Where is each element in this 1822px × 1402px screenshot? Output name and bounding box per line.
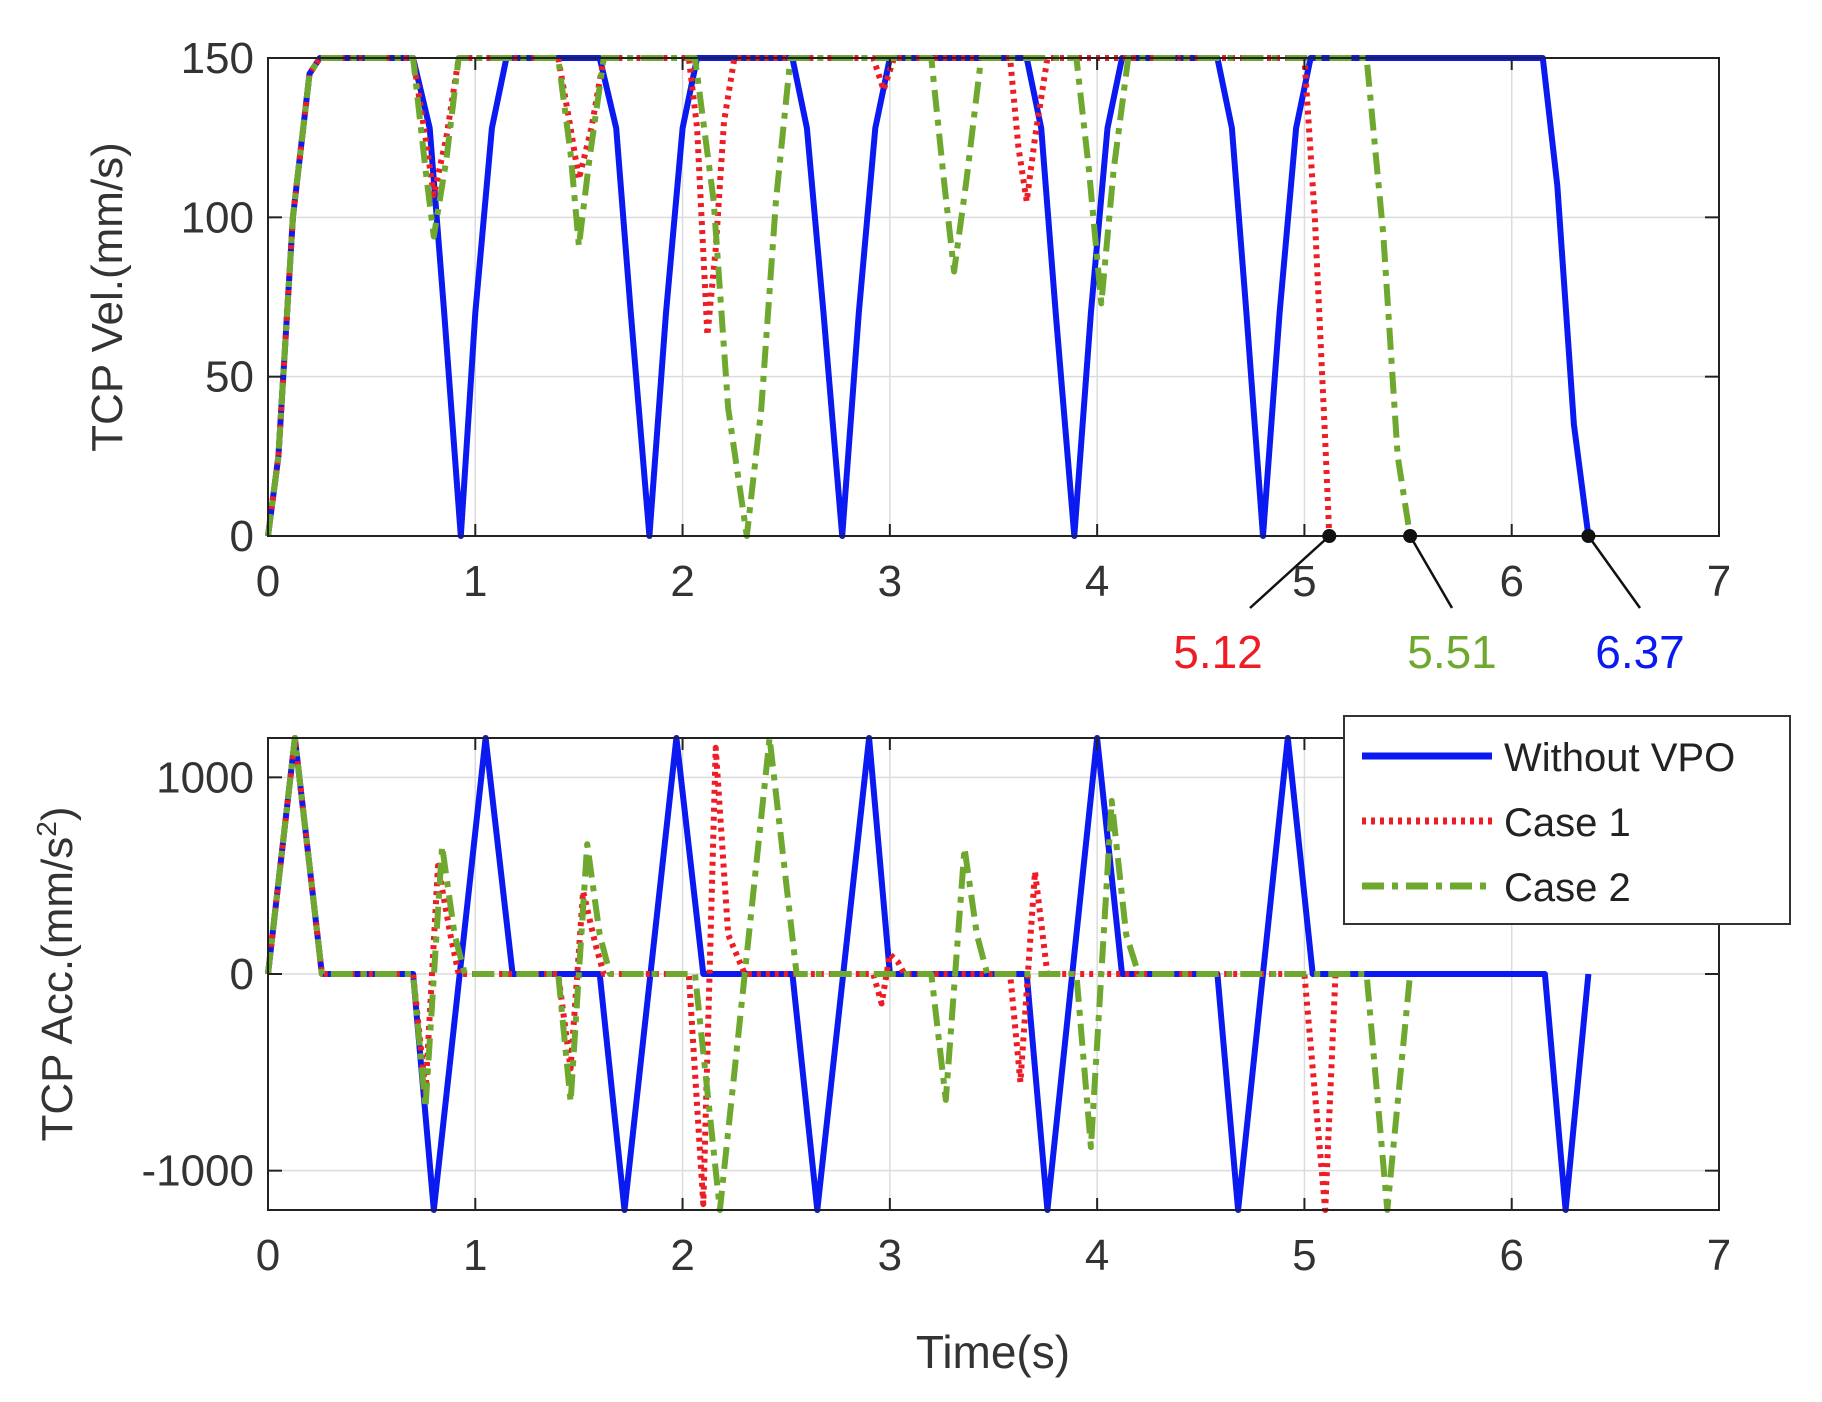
acceleration-series-case-1	[265, 735, 1339, 1213]
velocity-y-tick-label: 50	[205, 353, 254, 402]
end-time-annotations: 5.12 5.51 6.37	[1173, 529, 1685, 678]
acceleration-series-case-2	[265, 735, 1414, 1213]
velocity-x-tick-label: 1	[463, 557, 487, 606]
velocity-x-tick-label: 5	[1292, 557, 1316, 606]
velocity-x-tick-label: 7	[1707, 557, 1731, 606]
velocity-x-tick-label: 4	[1085, 557, 1109, 606]
annotation-leader-line	[1249, 535, 1331, 609]
legend: Without VPO Case 1 Case 2	[1343, 715, 1791, 925]
velocity-plot-area	[268, 58, 1719, 536]
annotation-endpoint-marker	[1403, 529, 1418, 543]
acceleration-y-ticks: -1000 0 1000	[141, 753, 1719, 1196]
acceleration-series	[265, 735, 1592, 1213]
acceleration-x-tick-label: 6	[1499, 1231, 1523, 1280]
legend-label-without-vpo: Without VPO	[1504, 736, 1735, 780]
annotation-endpoint-marker	[1581, 529, 1596, 543]
acceleration-x-tick-label: 4	[1085, 1231, 1109, 1280]
acceleration-x-tick-label: 0	[256, 1231, 280, 1280]
velocity-x-tick-label: 2	[670, 557, 694, 606]
acceleration-x-tick-label: 5	[1292, 1231, 1316, 1280]
acceleration-y-axis-label: TCP Acc.(mm/s2)	[31, 807, 82, 1142]
annotation-leader-line	[1587, 535, 1642, 609]
velocity-y-tick-label: 100	[181, 193, 254, 242]
velocity-x-tick-label: 6	[1499, 557, 1523, 606]
velocity-y-tick-label: 0	[230, 512, 254, 561]
acceleration-x-tick-label: 2	[670, 1231, 694, 1280]
acceleration-y-tick-label: 1000	[156, 753, 254, 802]
velocity-x-tick-label: 3	[878, 557, 902, 606]
legend-label-case2: Case 2	[1504, 866, 1631, 910]
velocity-series	[265, 55, 1592, 539]
velocity-series-case-2	[265, 55, 1414, 539]
velocity-x-ticks: 0 1 2 3 4 5 6 7	[256, 58, 1731, 606]
acceleration-x-tick-label: 1	[463, 1231, 487, 1280]
acceleration-x-tick-label: 7	[1707, 1231, 1731, 1280]
x-axis-label: Time(s)	[916, 1326, 1070, 1378]
velocity-x-tick-label: 0	[256, 557, 280, 606]
velocity-y-ticks: 0 50 100 150	[181, 34, 1719, 561]
velocity-axes-box	[267, 57, 1720, 537]
annotation-leader-line	[1409, 535, 1454, 609]
annotation-label: 5.12	[1173, 626, 1263, 678]
annotation-endpoint-marker	[1322, 529, 1337, 543]
acceleration-y-tick-label: -1000	[141, 1147, 254, 1196]
annotation-label: 6.37	[1595, 626, 1685, 678]
acceleration-x-tick-label: 3	[878, 1231, 902, 1280]
velocity-series-without-vpo	[265, 55, 1592, 539]
velocity-y-axis-label: TCP Vel.(mm/s)	[83, 142, 132, 452]
velocity-y-tick-label: 150	[181, 34, 254, 83]
acceleration-y-tick-label: 0	[230, 950, 254, 999]
annotation-label: 5.51	[1407, 626, 1497, 678]
legend-label-case1: Case 1	[1504, 801, 1631, 845]
acceleration-x-ticks: 0 1 2 3 4 5 6 7	[256, 738, 1731, 1280]
